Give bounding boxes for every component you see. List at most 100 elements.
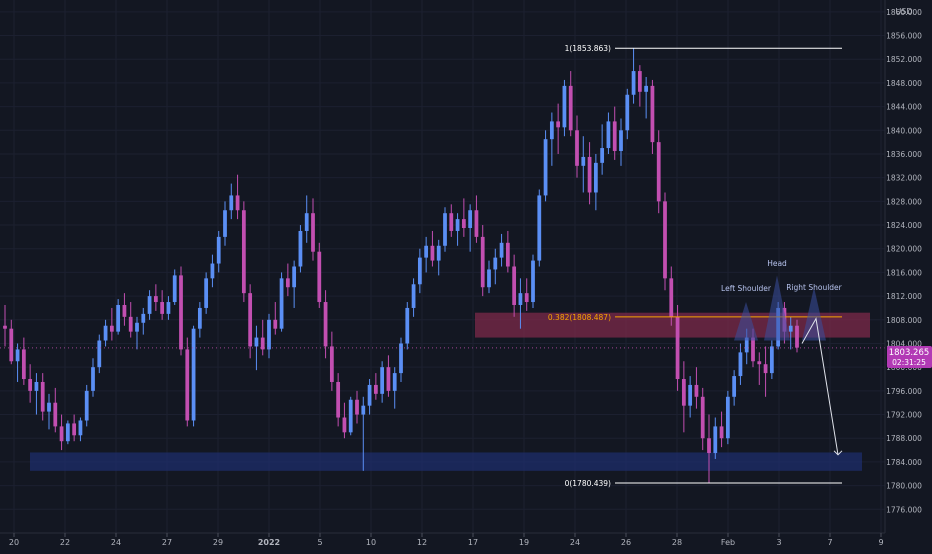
candle-body[interactable] <box>279 278 284 329</box>
candle-body[interactable] <box>631 71 636 95</box>
candle-body[interactable] <box>91 367 95 391</box>
candle-body[interactable] <box>323 302 328 347</box>
candle-body[interactable] <box>518 293 523 305</box>
candle-body[interactable] <box>292 266 297 288</box>
candle-body[interactable] <box>606 121 611 149</box>
candle-body[interactable] <box>355 399 359 415</box>
candle-body[interactable] <box>681 379 686 406</box>
candle-body[interactable] <box>537 195 542 261</box>
candle-body[interactable] <box>103 325 108 341</box>
candle-body[interactable] <box>499 242 504 258</box>
candle-body[interactable] <box>216 236 221 264</box>
candle-body[interactable] <box>562 85 567 128</box>
candle-body[interactable] <box>273 319 278 329</box>
candle-body[interactable] <box>28 379 33 391</box>
candle-body[interactable] <box>15 349 20 362</box>
candle-body[interactable] <box>116 304 121 332</box>
candle-body[interactable] <box>556 121 561 128</box>
candle-body[interactable] <box>707 438 711 454</box>
candles-layer[interactable] <box>0 47 885 483</box>
candle-body[interactable] <box>166 302 171 314</box>
candle-body[interactable] <box>153 296 158 303</box>
candle-body[interactable] <box>512 266 517 305</box>
candle-body[interactable] <box>656 142 661 202</box>
candle-body[interactable] <box>581 156 586 166</box>
candle-body[interactable] <box>311 213 315 252</box>
candle-body[interactable] <box>424 245 429 258</box>
candle-body[interactable] <box>197 307 202 329</box>
candle-body[interactable] <box>449 213 454 231</box>
candle-body[interactable] <box>386 367 391 391</box>
candle-body[interactable] <box>223 210 227 237</box>
candle-body[interactable] <box>53 402 58 427</box>
candle-body[interactable] <box>229 195 234 211</box>
candle-body[interactable] <box>411 284 416 308</box>
candle-body[interactable] <box>688 384 693 406</box>
candle-body[interactable] <box>531 260 535 303</box>
candle-body[interactable] <box>147 296 152 314</box>
candle-body[interactable] <box>380 367 385 394</box>
candle-body[interactable] <box>78 420 83 436</box>
candle-body[interactable] <box>84 390 89 421</box>
candle-body[interactable] <box>744 337 749 353</box>
candle-body[interactable] <box>619 130 623 152</box>
candle-body[interactable] <box>248 293 253 347</box>
candle-body[interactable] <box>600 148 605 163</box>
candle-body[interactable] <box>700 396 705 439</box>
candle-body[interactable] <box>135 322 139 332</box>
candle-body[interactable] <box>549 121 554 140</box>
candle-body[interactable] <box>160 302 165 314</box>
candle-body[interactable] <box>612 121 617 152</box>
candle-body[interactable] <box>235 195 240 211</box>
candle-body[interactable] <box>505 242 510 267</box>
candle-body[interactable] <box>493 257 498 270</box>
candle-body[interactable] <box>122 304 127 317</box>
candle-body[interactable] <box>675 316 680 380</box>
candle-body[interactable] <box>543 139 548 196</box>
candle-body[interactable] <box>625 94 630 131</box>
candle-body[interactable] <box>59 426 64 442</box>
candle-body[interactable] <box>487 269 491 288</box>
candle-body[interactable] <box>109 325 114 332</box>
candle-body[interactable] <box>399 343 403 374</box>
candle-body[interactable] <box>480 236 485 288</box>
candle-body[interactable] <box>663 201 667 279</box>
candle-body[interactable] <box>72 423 77 436</box>
candle-body[interactable] <box>637 71 642 92</box>
candle-body[interactable] <box>204 278 209 308</box>
candle-body[interactable] <box>719 426 724 439</box>
candle-body[interactable] <box>254 337 259 347</box>
candle-body[interactable] <box>795 325 799 348</box>
candle-body[interactable] <box>285 278 290 288</box>
candle-body[interactable] <box>732 376 737 397</box>
candle-body[interactable] <box>725 396 730 439</box>
candle-body[interactable] <box>461 219 466 229</box>
candle-body[interactable] <box>788 325 793 332</box>
candle-body[interactable] <box>210 263 215 279</box>
candle-body[interactable] <box>304 213 309 231</box>
candle-body[interactable] <box>430 245 435 261</box>
candle-body[interactable] <box>191 328 196 421</box>
candle-body[interactable] <box>9 328 14 362</box>
candle-body[interactable] <box>373 384 378 394</box>
candle-body[interactable] <box>587 156 592 193</box>
candle-body[interactable] <box>392 373 397 391</box>
candle-body[interactable] <box>34 381 39 391</box>
candle-body[interactable] <box>417 257 422 285</box>
candle-body[interactable] <box>298 230 303 267</box>
candle-body[interactable] <box>329 346 334 382</box>
candle-body[interactable] <box>763 364 768 374</box>
candle-body[interactable] <box>757 361 762 365</box>
candle-body[interactable] <box>443 213 447 246</box>
candle-body[interactable] <box>474 210 479 237</box>
candle-body[interactable] <box>128 316 133 332</box>
candle-body[interactable] <box>436 245 441 261</box>
candle-body[interactable] <box>21 349 26 380</box>
candle-body[interactable] <box>260 337 265 350</box>
candle-body[interactable] <box>713 426 718 454</box>
candle-body[interactable] <box>769 346 774 374</box>
candle-body[interactable] <box>468 210 473 229</box>
candle-body[interactable] <box>342 417 347 433</box>
